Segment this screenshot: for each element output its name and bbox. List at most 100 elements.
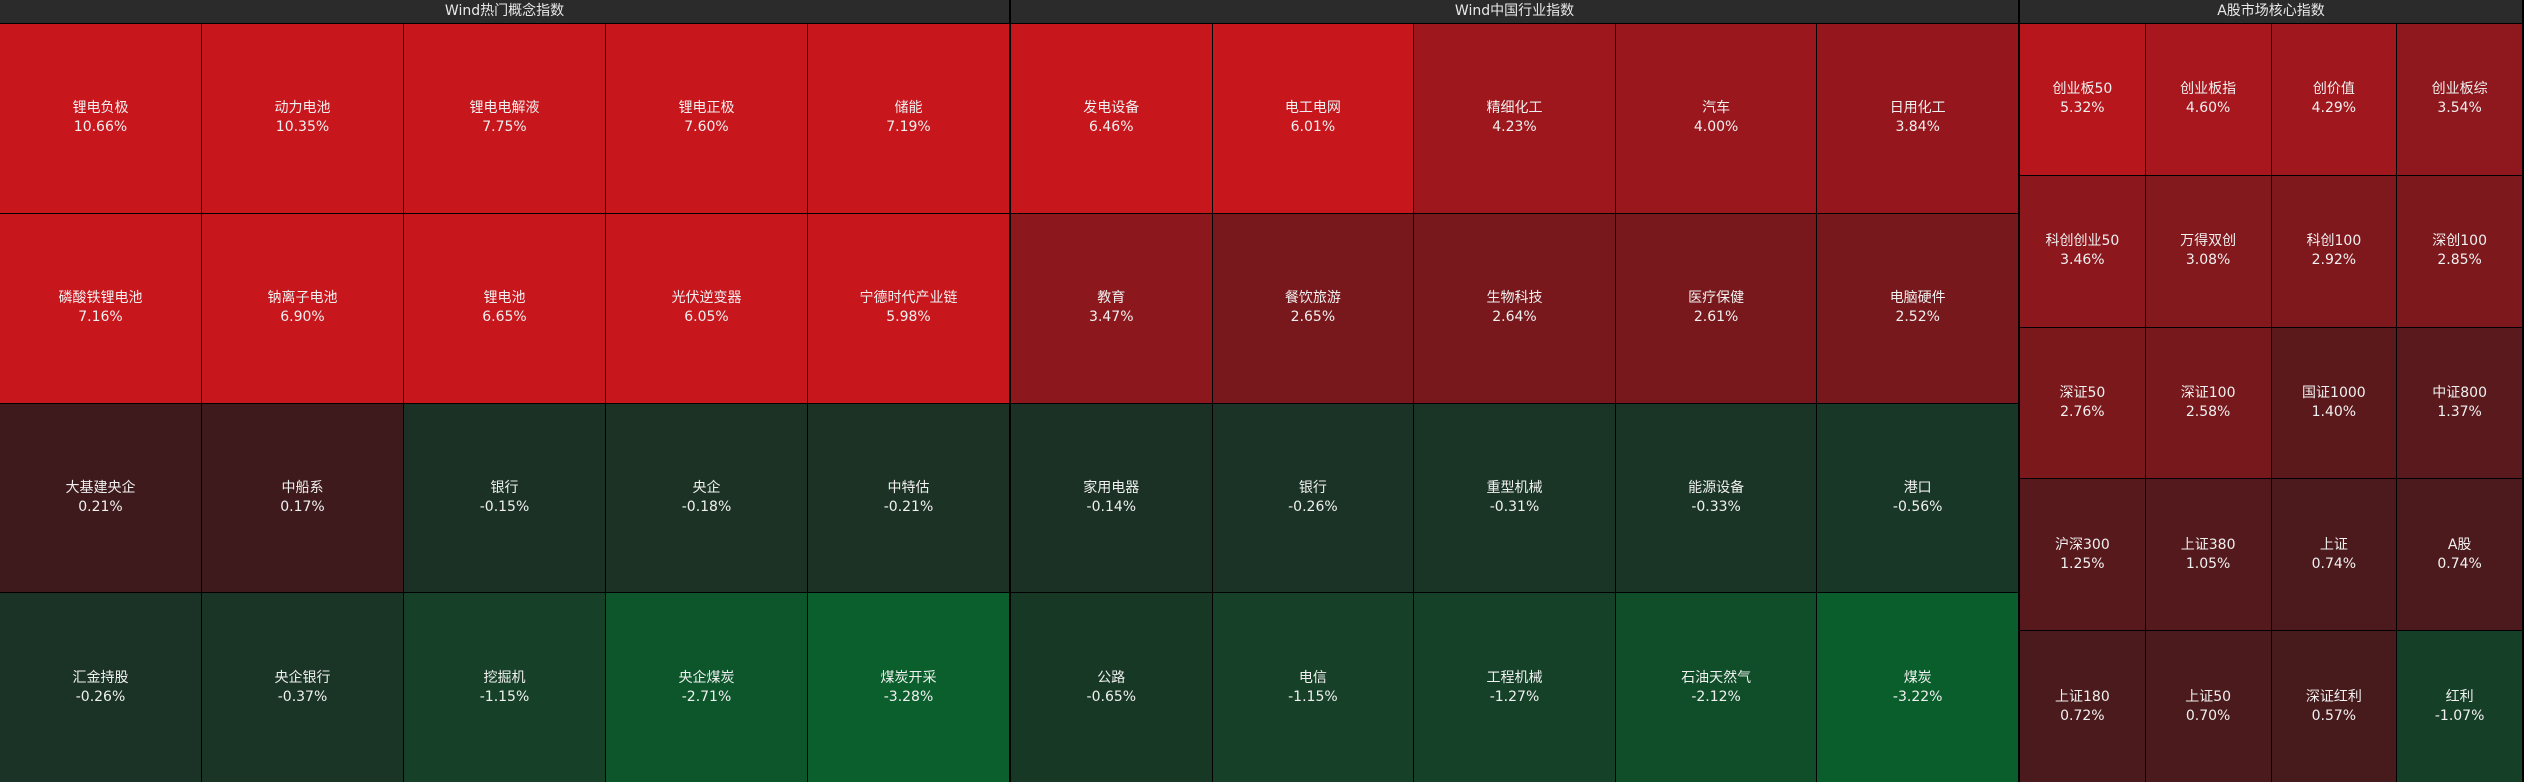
tile[interactable]: 沪深300 1.25% xyxy=(2020,479,2145,631)
tile[interactable]: 央企银行 -0.37% xyxy=(202,593,403,782)
tile[interactable]: 科创100 2.92% xyxy=(2271,175,2397,327)
tile[interactable]: 光伏逆变器 6.05% xyxy=(606,213,807,403)
tile-change: 0.57% xyxy=(2311,707,2357,724)
tile[interactable]: 储能 7.19% xyxy=(808,24,1009,213)
tile-change: -0.26% xyxy=(1288,498,1338,515)
tile-name: 锂电池 xyxy=(483,290,526,307)
tile[interactable]: 电脑硬件 2.52% xyxy=(1817,213,2018,403)
tile[interactable]: 精细化工 4.23% xyxy=(1414,24,1615,213)
tile[interactable]: 餐饮旅游 2.65% xyxy=(1212,213,1414,403)
tile[interactable]: 万得双创 3.08% xyxy=(2145,175,2271,327)
tile[interactable]: 深证50 2.76% xyxy=(2020,327,2145,479)
tile-change: 7.75% xyxy=(482,119,527,136)
tile-name: 锂电负极 xyxy=(72,100,129,117)
tile[interactable]: 日用化工 3.84% xyxy=(1817,24,2018,213)
tile-name: 宁德时代产业链 xyxy=(859,290,958,307)
tile[interactable]: 深证红利 0.57% xyxy=(2271,631,2397,782)
tile[interactable]: 锂电电解液 7.75% xyxy=(404,24,605,213)
tile[interactable]: 电工电网 6.01% xyxy=(1212,24,1414,213)
tile[interactable]: 工程机械 -1.27% xyxy=(1414,593,1615,782)
tile-change: 1.37% xyxy=(2437,403,2482,420)
tile-name: 万得双创 xyxy=(2180,233,2237,250)
tile[interactable]: 深创100 2.85% xyxy=(2397,175,2522,327)
panel: A股市场核心指数 创业板50 5.32% 创业板指 4.60% 创价值 4.29% 创业板综 3… xyxy=(2020,0,2524,782)
tile[interactable]: 创业板50 5.32% xyxy=(2020,24,2145,175)
tile-change: 0.21% xyxy=(78,498,123,515)
tile-name: 红利 xyxy=(2445,688,2474,705)
tile[interactable]: 央企 -0.18% xyxy=(606,403,807,593)
tile-change: 2.61% xyxy=(1693,309,1739,326)
tile-name: 光伏逆变器 xyxy=(671,290,742,307)
tile[interactable]: 大基建央企 0.21% xyxy=(0,403,201,593)
tile-change: 5.98% xyxy=(886,309,931,326)
tile[interactable]: 国证1000 1.40% xyxy=(2271,327,2397,479)
tile-change: -0.14% xyxy=(1086,498,1137,515)
tile[interactable]: 能源设备 -0.33% xyxy=(1615,403,1817,593)
tile[interactable]: 汇金持股 -0.26% xyxy=(0,593,201,782)
panel-title: Wind热门概念指数 xyxy=(0,0,1009,24)
tile[interactable]: 锂电池 6.65% xyxy=(404,213,605,403)
tile[interactable]: 港口 -0.56% xyxy=(1817,403,2018,593)
tile[interactable]: 创业板指 4.60% xyxy=(2145,24,2271,175)
tile[interactable]: 央企煤炭 -2.71% xyxy=(606,593,807,782)
tile-change: -3.22% xyxy=(1892,688,1943,705)
tile[interactable]: 医疗保健 2.61% xyxy=(1615,213,1817,403)
tile[interactable]: 发电设备 6.46% xyxy=(1011,24,1212,213)
tile[interactable]: 深证100 2.58% xyxy=(2145,327,2271,479)
tile[interactable]: 动力电池 10.35% xyxy=(202,24,403,213)
tile-change: -1.07% xyxy=(2434,707,2485,724)
tile[interactable]: 创价值 4.29% xyxy=(2271,24,2397,175)
tile-change: 10.35% xyxy=(275,119,330,136)
tile[interactable]: 教育 3.47% xyxy=(1011,213,1212,403)
tile[interactable]: 煤炭开采 -3.28% xyxy=(808,593,1009,782)
tile[interactable]: 电信 -1.15% xyxy=(1212,593,1414,782)
tile-change: 6.90% xyxy=(280,309,325,326)
tile-name: 国证1000 xyxy=(2302,384,2366,401)
tile-change: 1.05% xyxy=(2185,555,2231,572)
tile[interactable]: 上证380 1.05% xyxy=(2145,479,2271,631)
tile[interactable]: 科创创业50 3.46% xyxy=(2020,175,2145,327)
tile-change: 2.52% xyxy=(1895,309,1940,326)
tile[interactable]: 银行 -0.26% xyxy=(1212,403,1414,593)
tile[interactable]: 创业板综 3.54% xyxy=(2397,24,2522,175)
tile-change: -1.15% xyxy=(479,688,530,705)
tile-change: 3.46% xyxy=(2060,252,2105,269)
tile-name: 生物科技 xyxy=(1486,290,1543,307)
tile-name: 上证380 xyxy=(2180,536,2236,553)
tile[interactable]: 红利 -1.07% xyxy=(2397,631,2522,782)
tile[interactable]: 钠离子电池 6.90% xyxy=(202,213,403,403)
tile-change: -0.26% xyxy=(75,688,126,705)
tile-name: 银行 xyxy=(1298,479,1327,496)
tile[interactable]: 上证50 0.70% xyxy=(2145,631,2271,782)
tile[interactable]: 锂电负极 10.66% xyxy=(0,24,201,213)
tile-name: 日用化工 xyxy=(1889,100,1946,117)
tile[interactable]: 公路 -0.65% xyxy=(1011,593,1212,782)
tile-name: 汽车 xyxy=(1702,100,1731,117)
tile[interactable]: 汽车 4.00% xyxy=(1615,24,1817,213)
cell-grid: 创业板50 5.32% 创业板指 4.60% 创价值 4.29% 创业板综 3.54% 科创创业… xyxy=(2020,24,2522,782)
tile-name: 科创100 xyxy=(2306,233,2362,250)
tile[interactable]: 家用电器 -0.14% xyxy=(1011,403,1212,593)
tile-name: 发电设备 xyxy=(1083,100,1140,117)
tile[interactable]: 重型机械 -0.31% xyxy=(1414,403,1615,593)
tile[interactable]: 生物科技 2.64% xyxy=(1414,213,1615,403)
tile-change: -0.15% xyxy=(479,498,530,515)
tile-change: 0.74% xyxy=(2437,555,2482,572)
tile[interactable]: 宁德时代产业链 5.98% xyxy=(808,213,1009,403)
tile[interactable]: 磷酸铁锂电池 7.16% xyxy=(0,213,201,403)
tile[interactable]: 锂电正极 7.60% xyxy=(606,24,807,213)
tile[interactable]: 挖掘机 -1.15% xyxy=(404,593,605,782)
tile[interactable]: A股 0.74% xyxy=(2397,479,2522,631)
panel-title: Wind中国行业指数 xyxy=(1011,0,2018,24)
tile-change: 7.16% xyxy=(78,309,123,326)
tile[interactable]: 银行 -0.15% xyxy=(404,403,605,593)
tile[interactable]: 中证800 1.37% xyxy=(2397,327,2522,479)
tile[interactable]: 中特估 -0.21% xyxy=(808,403,1009,593)
tile[interactable]: 煤炭 -3.22% xyxy=(1817,593,2018,782)
tile-change: 2.65% xyxy=(1290,309,1336,326)
cell-grid: 锂电负极 10.66% 动力电池 10.35% 锂电电解液 7.75% 锂电正极 7.60% 储… xyxy=(0,24,1009,782)
tile[interactable]: 上证180 0.72% xyxy=(2020,631,2145,782)
tile[interactable]: 石油天然气 -2.12% xyxy=(1615,593,1817,782)
tile[interactable]: 上证 0.74% xyxy=(2271,479,2397,631)
tile[interactable]: 中船系 0.17% xyxy=(202,403,403,593)
